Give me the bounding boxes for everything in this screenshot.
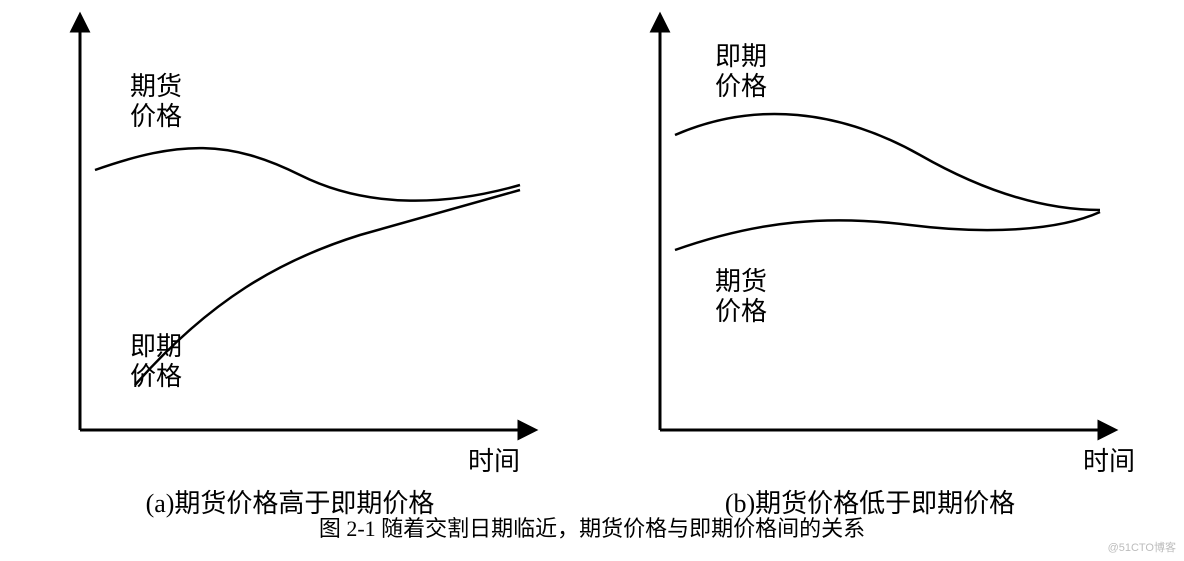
watermark: @51CTO博客 — [1108, 539, 1176, 555]
panel-a-lower-curve — [135, 190, 520, 385]
figure-caption: 图 2-1 随着交割日期临近，期货价格与即期价格间的关系 — [0, 511, 1184, 543]
panel-a-upper-curve — [95, 148, 520, 201]
panel-b-upper-label-line2: 价格 — [715, 72, 767, 101]
panel-b-upper-curve — [675, 114, 1100, 210]
figure-container: 期货 价格 即期 价格 时间 (a)期货价格高于即期价格 — [0, 0, 1184, 561]
panel-a-svg: 期货 价格 即期 价格 时间 — [0, 0, 580, 480]
panel-a-lower-label-line1: 即期 — [130, 332, 182, 361]
panel-b-lower-label-line2: 价格 — [715, 297, 767, 326]
panel-b-lower-curve — [675, 212, 1100, 250]
panel-a-upper-label-line2: 价格 — [130, 102, 182, 131]
panel-b: 即期 价格 期货 价格 时间 (b)期货价格低于即期价格 — [580, 0, 1160, 520]
panel-b-svg: 即期 价格 期货 价格 时间 — [580, 0, 1160, 480]
panel-b-xaxis-label: 时间 — [1083, 447, 1135, 476]
panel-a-upper-label-line1: 期货 — [130, 72, 182, 101]
panel-a-lower-label-line2: 价格 — [130, 362, 182, 391]
panel-b-lower-label-line1: 期货 — [715, 267, 767, 296]
panel-a-xaxis-label: 时间 — [468, 447, 520, 476]
panel-b-upper-label-line1: 即期 — [715, 42, 767, 71]
panel-a: 期货 价格 即期 价格 时间 (a)期货价格高于即期价格 — [0, 0, 580, 520]
